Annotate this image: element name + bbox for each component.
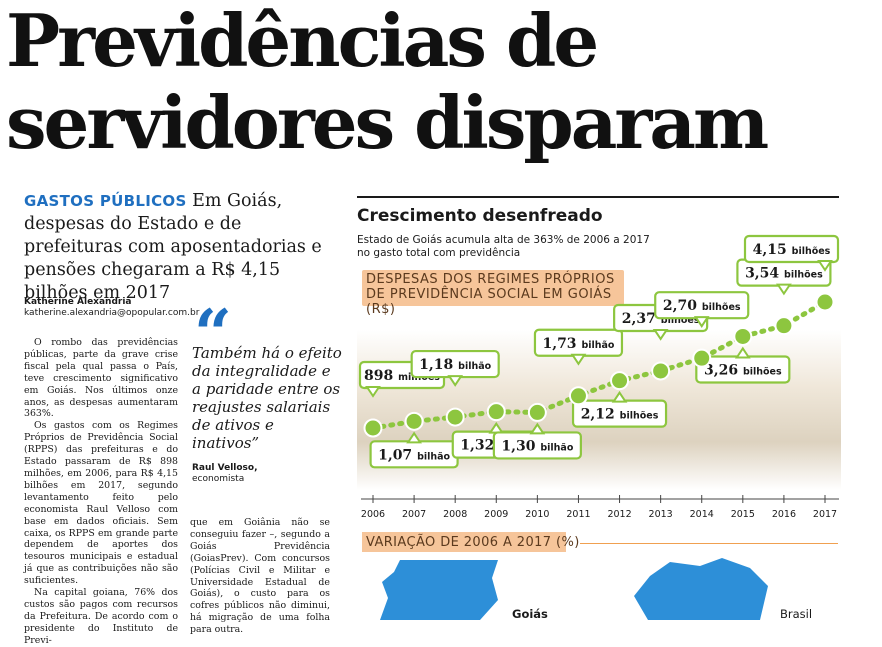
line-chart: 2006 2007 2008 2009 2010 2011 2012 2013 2014 2015… [358, 234, 840, 520]
deck-text: Em Goiás, despesas do Estado e de prefei… [24, 191, 322, 303]
data-point [733, 326, 753, 346]
x-tick-label: 2016 [772, 509, 796, 520]
x-tick-label: 2010 [525, 509, 549, 520]
data-point [651, 361, 671, 381]
byline-name: Katherine Alexandria [24, 297, 132, 307]
chart-subtitle: Estado de Goiás acumula alta de 363% de … [357, 234, 650, 259]
data-point [486, 402, 506, 422]
data-label: 1,73 bilhão [542, 336, 614, 352]
x-tick-label: 2009 [484, 509, 508, 520]
data-label: 2,12 bilhões [581, 407, 659, 423]
byline-email[interactable]: katherine.alexandria@opopular.com.br [24, 308, 200, 318]
chart-top-rule [357, 196, 839, 198]
body-paragraph: O rombo das previdências públicas, parte… [24, 337, 178, 420]
data-point [568, 386, 588, 406]
variation-label-band [362, 532, 566, 552]
headline: Previdências de servidores disparam [6, 0, 769, 165]
data-label-pointer [611, 390, 628, 403]
data-label-pointer [406, 431, 422, 444]
variation-rule [580, 543, 838, 544]
data-label: 1,07 bilhão [378, 447, 450, 463]
headline-line-1: Previdências de [6, 0, 599, 83]
x-tick-label: 2014 [690, 509, 714, 520]
data-point [363, 418, 383, 438]
deck: GASTOS PÚBLICOS Em Goiás, despesas do Es… [24, 190, 340, 305]
data-label-pointer [488, 421, 505, 434]
data-label-pointer [365, 386, 381, 398]
data-point [815, 292, 835, 312]
x-tick-label: 2013 [649, 509, 673, 520]
data-label: 1,30 bilhão [501, 438, 573, 454]
data-label-box [743, 234, 840, 264]
data-point [774, 316, 794, 336]
data-label: 2,70 bilhões [663, 298, 741, 314]
brasil-map-label: Brasil [780, 607, 813, 621]
data-label: 2,37 bilhões [622, 311, 700, 327]
deck-kicker: GASTOS PÚBLICOS [24, 192, 187, 210]
quote-source-name: Raul Velloso, [192, 463, 258, 473]
data-label-pointer [734, 346, 751, 359]
x-tick-label: 2015 [731, 509, 755, 520]
pull-quote: Também há o efeito da integralidade e a … [192, 344, 342, 452]
data-point [610, 371, 630, 391]
x-tick-label: 2011 [566, 509, 590, 520]
x-tick-label: 2008 [443, 509, 467, 520]
data-label: 4,15 bilhões [753, 242, 831, 258]
data-label-pointer [529, 422, 546, 435]
data-label-pointer [652, 328, 669, 341]
data-point [445, 407, 465, 427]
x-tick-label: 2012 [607, 509, 631, 520]
chart-title: Crescimento desenfreado [357, 206, 603, 226]
quote-source: Raul Velloso, economista [192, 463, 258, 485]
data-point [692, 348, 712, 368]
data-label: 1,18 bilhão [419, 357, 491, 373]
series-label-band [362, 270, 624, 306]
x-tick-label: 2017 [813, 509, 837, 520]
byline: Katherine Alexandria katherine.alexandri… [24, 297, 199, 319]
quote-mark-icon: “ [194, 295, 232, 373]
quote-source-role: economista [192, 474, 245, 484]
series-label: DESPESAS DOS REGIMES PRÓPRIOS DE PREVIDÊ… [366, 272, 615, 317]
data-label-pointer [817, 260, 833, 272]
x-tick-label: 2006 [361, 509, 385, 520]
data-label: 3,54 bilhões [745, 266, 823, 282]
goias-map-label: Goiás [512, 607, 548, 621]
headline-line-2: servidores disparam [6, 80, 769, 165]
brasil-map-icon [634, 558, 768, 620]
goias-map-icon [380, 560, 498, 620]
data-label-pointer [776, 283, 792, 296]
body-paragraph: Os gastos com os Regimes Próprios de Pre… [24, 420, 178, 587]
data-label-pointer [570, 353, 587, 366]
x-tick-label: 2007 [402, 509, 426, 520]
data-point [404, 411, 424, 431]
data-label-pointer [447, 375, 464, 387]
data-label-pointer [693, 316, 710, 328]
variation-label: VARIAÇÃO DE 2006 A 2017 (%) [366, 535, 580, 550]
data-point [527, 402, 547, 422]
data-label: 3,26 bilhões [704, 362, 782, 378]
